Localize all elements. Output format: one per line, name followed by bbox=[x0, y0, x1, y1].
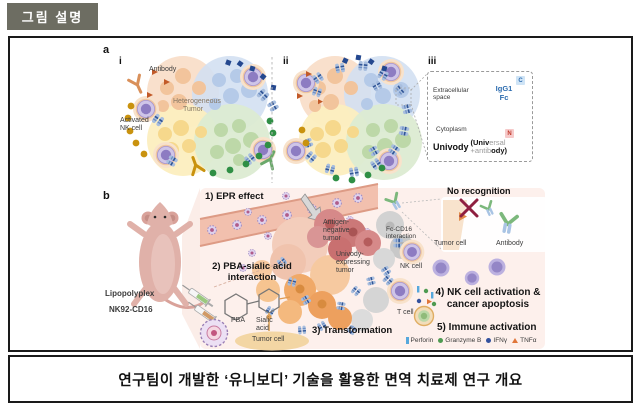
c-terminus-tag: C bbox=[516, 76, 525, 85]
figure-title-tab-label: 그림 설명 bbox=[21, 10, 84, 25]
step1-epr-effect: 1) EPR effect bbox=[205, 191, 264, 202]
nk92-cd16-label: NK92-CD16 bbox=[109, 305, 153, 314]
univody-structure-box bbox=[427, 71, 533, 162]
ifny-icon bbox=[486, 338, 492, 343]
heterogeneous-tumor-label: Heterogeneous Tumor bbox=[173, 98, 221, 114]
legend-item-tnfa: TNFα bbox=[512, 337, 537, 344]
granzyme-b-icon bbox=[438, 338, 444, 343]
univody-expressing-tumor-label: Univody- expressing tumor bbox=[336, 251, 370, 275]
caption-box: 연구팀이 개발한 ‘유니보디’ 기술을 활용한 면역 치료제 연구 개요 bbox=[8, 355, 633, 403]
sialic-acid-label: Sialic acid bbox=[256, 317, 273, 333]
panel-a-iii-label: iii bbox=[428, 56, 437, 67]
t-cell-label: T cell bbox=[397, 309, 414, 316]
univody-word: Univody bbox=[433, 142, 469, 153]
panel-a-ii-label: ii bbox=[283, 56, 289, 67]
step3-transformation: 3) Transformation bbox=[312, 325, 393, 336]
lipopolyplex-label: Lipopolyplex bbox=[105, 289, 155, 298]
extracellular-space-label: Extracellular space bbox=[433, 87, 469, 102]
nk-cell-label: NK cell bbox=[400, 263, 423, 270]
pba-label: PBA bbox=[231, 317, 246, 324]
step5-immune-activation: 5) Immune activation bbox=[437, 322, 537, 333]
step2-pba-sialic: 2) PBA-sialic acid interaction bbox=[212, 261, 292, 283]
fc-cd16-label: Fc-CD16 interaction bbox=[386, 226, 416, 241]
antigen-negative-tumor-label: Antigen- negative tumor bbox=[323, 219, 350, 243]
cytoplasm-label: Cytoplasm bbox=[436, 126, 467, 133]
perforin-icon bbox=[406, 337, 409, 344]
tnfa-icon bbox=[512, 338, 519, 343]
cytokine-legend: Perforin Granzyme B IFNγ TNFα bbox=[406, 337, 537, 344]
inset-tumor-cell-label: Tumor cell bbox=[434, 240, 467, 247]
panel-b-label: b bbox=[103, 190, 110, 202]
panel-a-label: a bbox=[103, 44, 110, 56]
antibody-label: Antibody bbox=[149, 66, 177, 73]
igg1-fc-label: IgG1 Fc bbox=[495, 84, 513, 102]
step4-nk-activation: 4) NK cell activation & cancer apoptosis bbox=[435, 287, 541, 310]
inset-antibody-label: Antibody bbox=[496, 240, 524, 247]
n-terminus-tag: N bbox=[505, 129, 514, 138]
panel-a-i-label: i bbox=[119, 56, 122, 67]
legend-item-perforin: Perforin bbox=[406, 337, 433, 344]
legend-item-ifny: IFNγ bbox=[486, 337, 507, 344]
caption-text: 연구팀이 개발한 ‘유니보디’ 기술을 활용한 면역 치료제 연구 개요 bbox=[118, 372, 523, 389]
legend-item-granzyme: Granzyme B bbox=[438, 337, 481, 344]
tumor-cell-label: Tumor cell bbox=[252, 336, 285, 343]
activated-nk-label: Activated NK cell bbox=[120, 117, 149, 133]
figure-title-tab: 그림 설명 bbox=[7, 3, 98, 30]
univody-definition: Univody (Universal +antibody) bbox=[433, 138, 508, 156]
no-recognition-label: No recognition bbox=[447, 186, 511, 196]
